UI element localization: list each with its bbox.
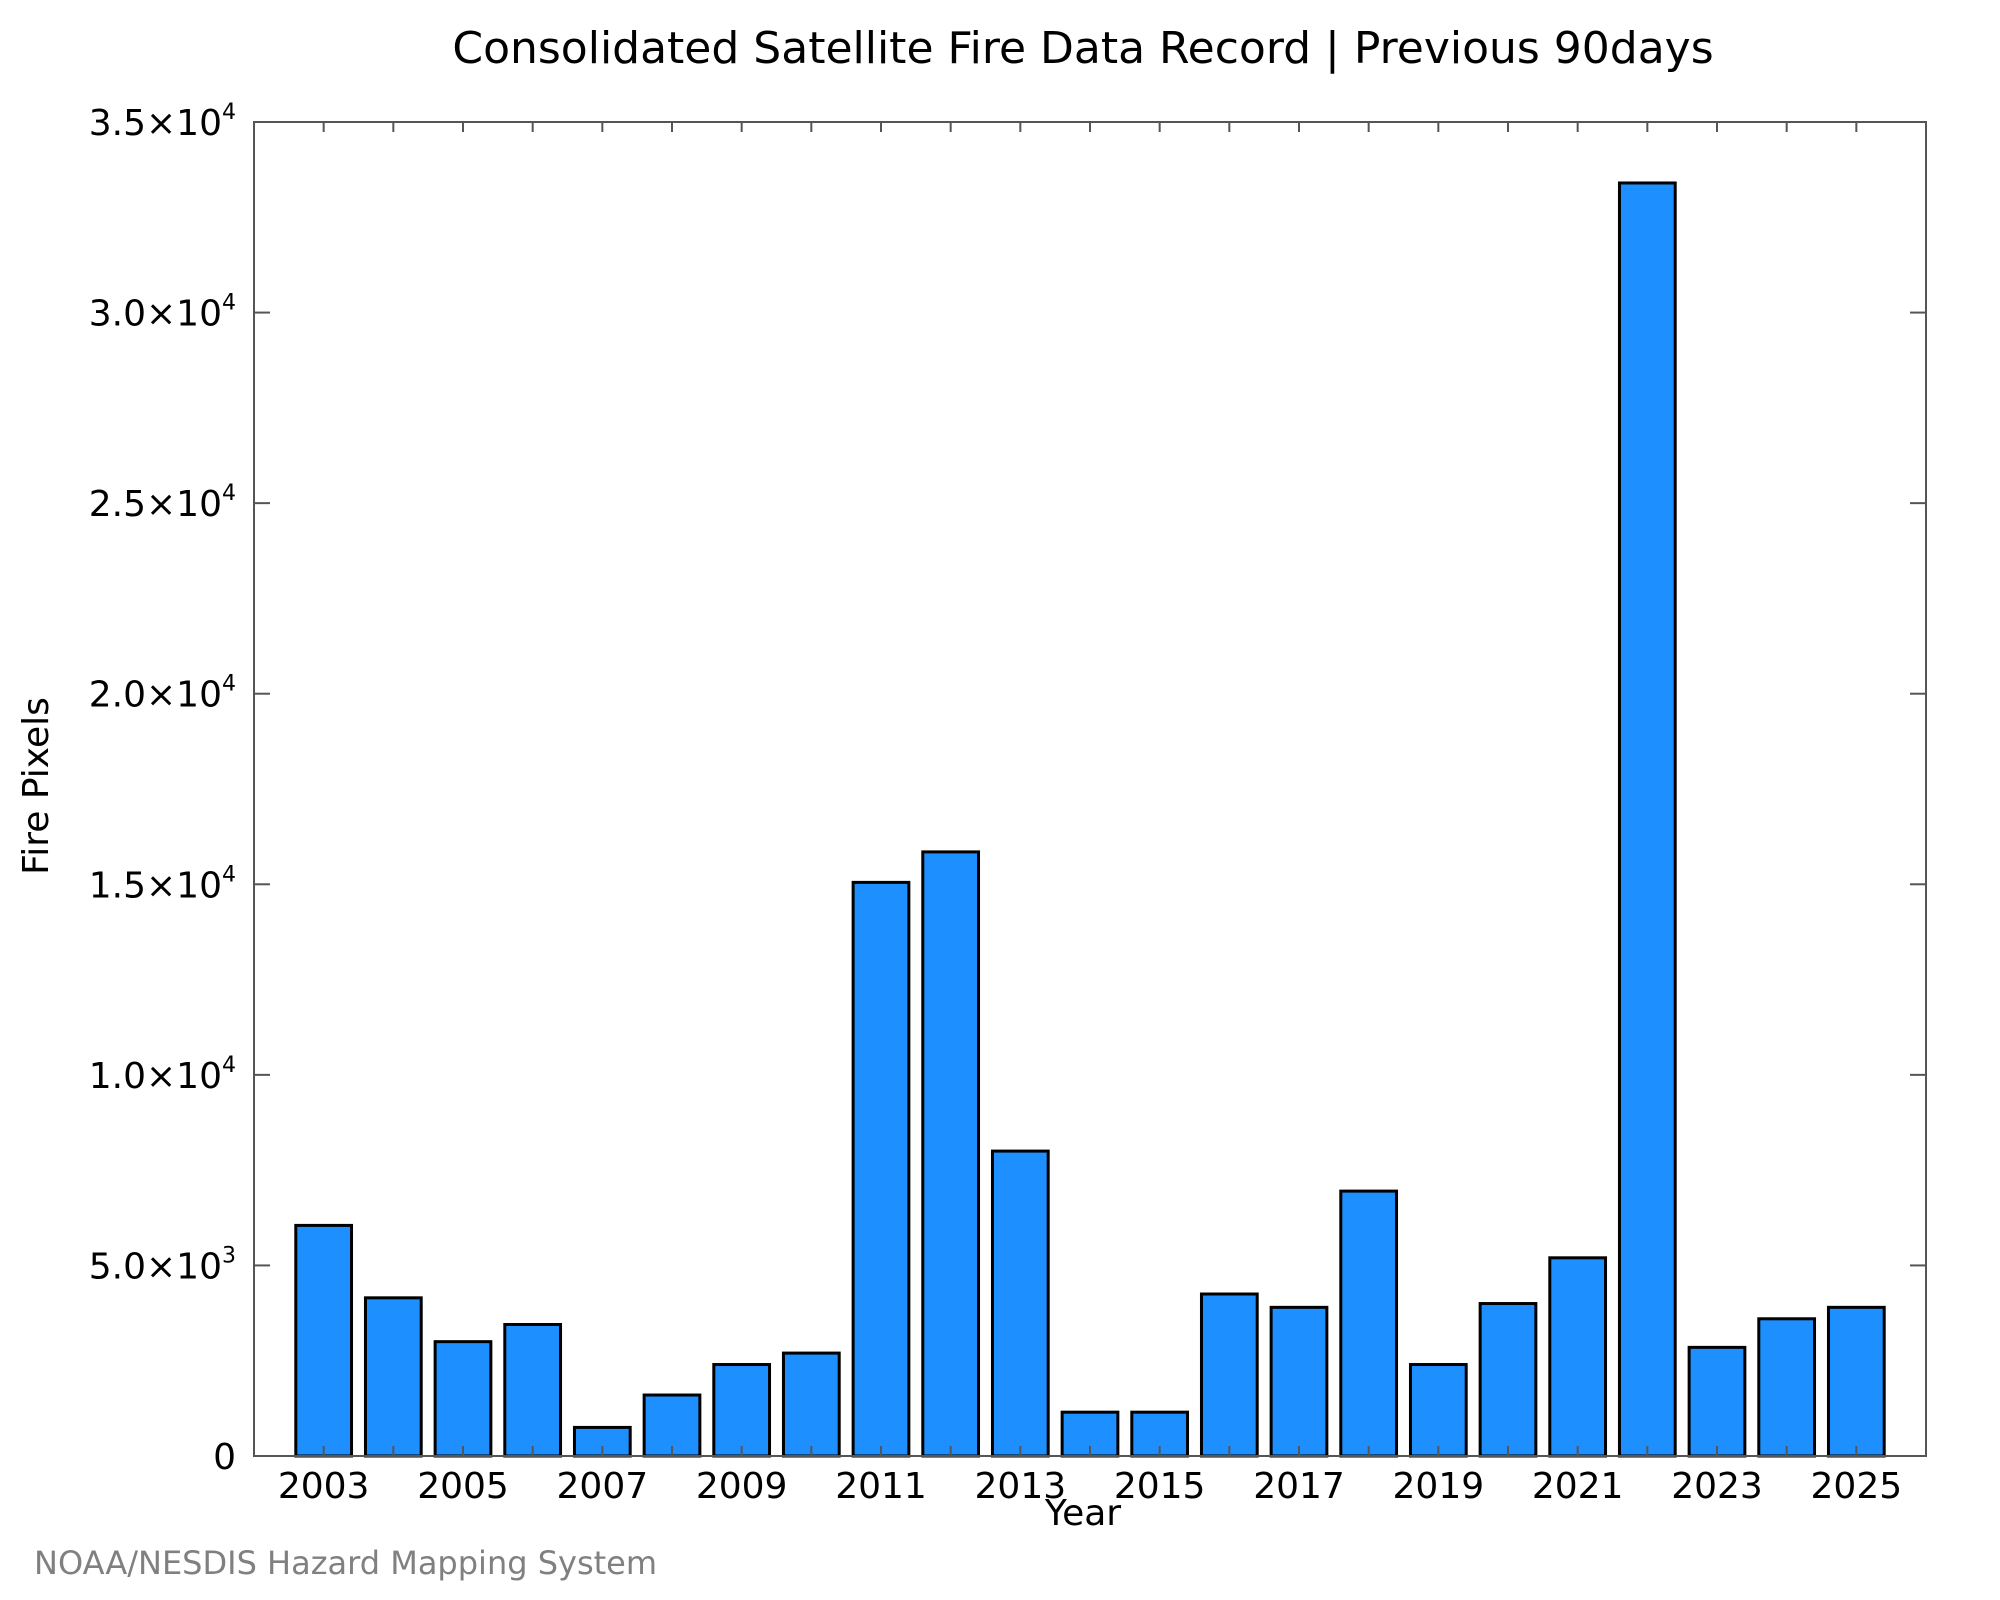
- footer-credit: NOAA/NESDIS Hazard Mapping System: [34, 1544, 657, 1582]
- y-tick-label-30000: 3.0×104: [89, 291, 236, 335]
- y-axis-label: Fire Pixels: [16, 697, 57, 875]
- y-tick-mantissa: 2.5×10: [89, 484, 222, 525]
- x-tick-label-2023: 2023: [1671, 1466, 1763, 1507]
- bar-2012: [921, 850, 981, 1458]
- y-tick-mantissa: 0: [213, 1437, 236, 1478]
- y-tick-mantissa: 1.5×10: [89, 865, 222, 906]
- x-tick-label-2003: 2003: [278, 1466, 370, 1507]
- x-tick-label-2021: 2021: [1532, 1466, 1624, 1507]
- chart-title: Consolidated Satellite Fire Data Record …: [452, 23, 1713, 74]
- x-tick-label-2011: 2011: [835, 1466, 927, 1507]
- y-tick-label-15000: 1.5×104: [89, 862, 236, 906]
- x-tick-label-2007: 2007: [557, 1466, 649, 1507]
- bar-2019: [1408, 1363, 1468, 1458]
- x-tick-label-2015: 2015: [1114, 1466, 1206, 1507]
- bar-2020: [1478, 1302, 1538, 1458]
- y-tick-mantissa: 1.0×10: [89, 1056, 222, 1097]
- y-tick-mantissa: 2.0×10: [89, 675, 222, 716]
- bar-2010: [781, 1351, 841, 1458]
- x-tick-label-2025: 2025: [1811, 1466, 1903, 1507]
- bar-2018: [1339, 1189, 1399, 1458]
- bar-2022: [1617, 181, 1677, 1458]
- y-tick-exponent: 4: [222, 291, 236, 316]
- y-tick-labels: 05.0×1031.0×1041.5×1042.0×1042.5×1043.0×…: [89, 100, 236, 1478]
- plot-area-frame: [253, 121, 1927, 1457]
- bar-2017: [1269, 1305, 1329, 1458]
- axis-ticks-group: [253, 121, 1927, 1457]
- bar-2013: [990, 1149, 1050, 1458]
- y-tick-label-5000: 5.0×103: [89, 1243, 236, 1287]
- bar-2004: [363, 1296, 423, 1458]
- x-tick-label-2019: 2019: [1393, 1466, 1485, 1507]
- y-tick-mantissa: 3.5×10: [89, 103, 222, 144]
- bar-2023: [1687, 1345, 1747, 1458]
- y-tick-label-35000: 3.5×104: [89, 100, 236, 144]
- bar-2021: [1548, 1256, 1608, 1458]
- bar-2003: [294, 1223, 354, 1458]
- y-tick-exponent: 3: [222, 1243, 236, 1268]
- y-tick-exponent: 4: [222, 100, 236, 125]
- bar-2011: [851, 880, 911, 1458]
- y-tick-label-20000: 2.0×104: [89, 672, 236, 716]
- bars-group: [294, 181, 1886, 1458]
- bar-2025: [1826, 1305, 1886, 1458]
- x-tick-label-2005: 2005: [417, 1466, 509, 1507]
- bar-2024: [1757, 1317, 1817, 1458]
- bar-2016: [1199, 1292, 1259, 1458]
- y-tick-exponent: 4: [222, 1053, 236, 1078]
- bar-2006: [503, 1323, 563, 1458]
- y-tick-exponent: 4: [222, 672, 236, 697]
- x-axis-label: Year: [1044, 1493, 1121, 1534]
- bar-2005: [433, 1340, 493, 1458]
- bar-2009: [712, 1363, 772, 1458]
- y-tick-exponent: 4: [222, 481, 236, 506]
- x-tick-label-2013: 2013: [975, 1466, 1067, 1507]
- x-tick-labels: 2003 2005 2007 2009 2011 2013 2015 2017 2019 2021…: [278, 1466, 1902, 1507]
- x-tick-label-2017: 2017: [1253, 1466, 1345, 1507]
- x-tick-label-2009: 2009: [696, 1466, 788, 1507]
- y-tick-mantissa: 3.0×10: [89, 294, 222, 335]
- y-tick-label-10000: 1.0×104: [89, 1053, 236, 1097]
- y-tick-label-0: 0: [213, 1437, 236, 1478]
- y-tick-exponent: 4: [222, 862, 236, 887]
- y-tick-label-25000: 2.5×104: [89, 481, 236, 525]
- y-tick-mantissa: 5.0×10: [89, 1246, 222, 1287]
